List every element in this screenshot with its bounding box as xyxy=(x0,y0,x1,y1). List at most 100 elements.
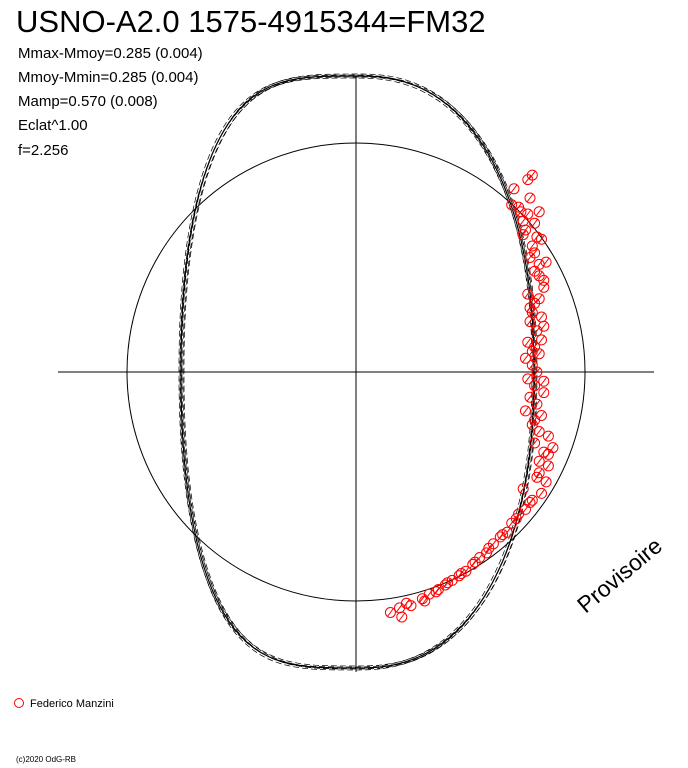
observation-point xyxy=(469,556,481,568)
point-slash xyxy=(545,450,552,459)
point-marker xyxy=(533,426,545,437)
point-slash xyxy=(421,596,429,606)
observation-point xyxy=(533,258,545,270)
point-marker xyxy=(538,387,550,399)
point-slash xyxy=(545,431,552,441)
axes xyxy=(58,76,654,672)
point-marker xyxy=(526,240,538,252)
observation-point xyxy=(540,256,552,268)
observation-point xyxy=(536,410,547,421)
point-marker xyxy=(469,556,481,568)
point-slash xyxy=(528,170,536,180)
observation-point xyxy=(497,529,509,541)
point-slash xyxy=(542,257,550,267)
point-marker xyxy=(455,568,467,579)
point-slash xyxy=(531,438,538,448)
point-marker xyxy=(538,274,550,286)
light-curve-loop xyxy=(181,73,536,667)
observation-point xyxy=(520,503,531,515)
param-eclat: Eclat^1.00 xyxy=(18,117,88,134)
param-mamp: Mamp=0.570 (0.008) xyxy=(18,93,158,110)
observation-point xyxy=(524,497,536,508)
observation-point xyxy=(538,320,550,332)
point-slash xyxy=(528,347,536,356)
point-marker xyxy=(533,293,545,305)
point-marker xyxy=(442,577,454,589)
observation-point xyxy=(394,602,405,614)
point-marker xyxy=(524,497,536,508)
point-marker xyxy=(396,611,408,623)
point-slash xyxy=(522,353,529,363)
legend-label: Federico Manzini xyxy=(30,698,114,710)
observation-point xyxy=(533,467,545,479)
point-marker xyxy=(510,513,522,525)
observation-point xyxy=(520,405,531,417)
point-slash xyxy=(535,271,543,281)
observation-point xyxy=(522,208,534,220)
observation-point xyxy=(529,437,541,449)
point-slash xyxy=(386,608,394,617)
observation-point xyxy=(531,398,543,410)
observation-point xyxy=(455,568,467,579)
point-slash xyxy=(526,392,534,402)
point-marker xyxy=(430,586,442,598)
point-slash xyxy=(531,298,538,308)
observation-point xyxy=(547,442,559,454)
point-marker xyxy=(536,233,547,245)
observation-point xyxy=(524,316,536,328)
point-marker xyxy=(524,316,536,328)
point-slash xyxy=(538,234,545,244)
point-slash xyxy=(510,184,518,194)
point-marker xyxy=(517,483,529,495)
observation-point xyxy=(533,293,545,305)
point-slash xyxy=(535,349,543,359)
point-slash xyxy=(538,335,545,345)
point-marker xyxy=(520,352,531,364)
observation-point xyxy=(536,334,547,346)
point-marker xyxy=(529,437,541,449)
observation-point xyxy=(529,217,541,229)
point-slash xyxy=(432,587,440,597)
observation-point xyxy=(538,375,550,387)
observation-point xyxy=(524,391,536,403)
point-slash xyxy=(407,601,415,610)
point-slash xyxy=(540,282,548,292)
observation-point xyxy=(526,345,538,357)
point-slash xyxy=(531,248,538,258)
copyright: (c)2020 OdG-RB xyxy=(16,755,77,764)
observation-point xyxy=(538,387,550,399)
point-marker xyxy=(531,398,543,410)
observation-point xyxy=(442,577,454,589)
point-slash xyxy=(517,207,525,216)
point-marker xyxy=(542,448,554,460)
point-slash xyxy=(540,388,548,397)
point-slash xyxy=(531,266,538,276)
point-slash xyxy=(531,218,538,228)
point-slash xyxy=(531,415,538,425)
observation-point xyxy=(384,607,396,618)
point-marker xyxy=(542,460,554,472)
observation-point xyxy=(536,233,547,245)
observation-point xyxy=(483,542,495,554)
point-slash xyxy=(528,241,536,251)
observation-point xyxy=(517,215,529,227)
point-marker xyxy=(467,558,479,570)
point-slash xyxy=(457,569,465,578)
legend-marker-icon xyxy=(14,698,24,708)
point-marker xyxy=(529,380,541,392)
point-slash xyxy=(526,303,534,313)
observation-point xyxy=(529,414,541,426)
point-marker xyxy=(533,348,545,360)
light-curve-loop xyxy=(178,74,533,668)
point-marker xyxy=(542,430,554,442)
point-marker xyxy=(538,375,550,387)
param-mmoy-mmin: Mmoy-Mmin=0.285 (0.004) xyxy=(18,69,199,86)
observation-point xyxy=(526,240,538,252)
point-marker xyxy=(536,487,547,499)
observation-point xyxy=(510,513,522,525)
point-slash xyxy=(540,376,548,386)
point-marker xyxy=(529,247,541,259)
observation-point xyxy=(517,229,529,241)
point-slash xyxy=(499,530,507,539)
